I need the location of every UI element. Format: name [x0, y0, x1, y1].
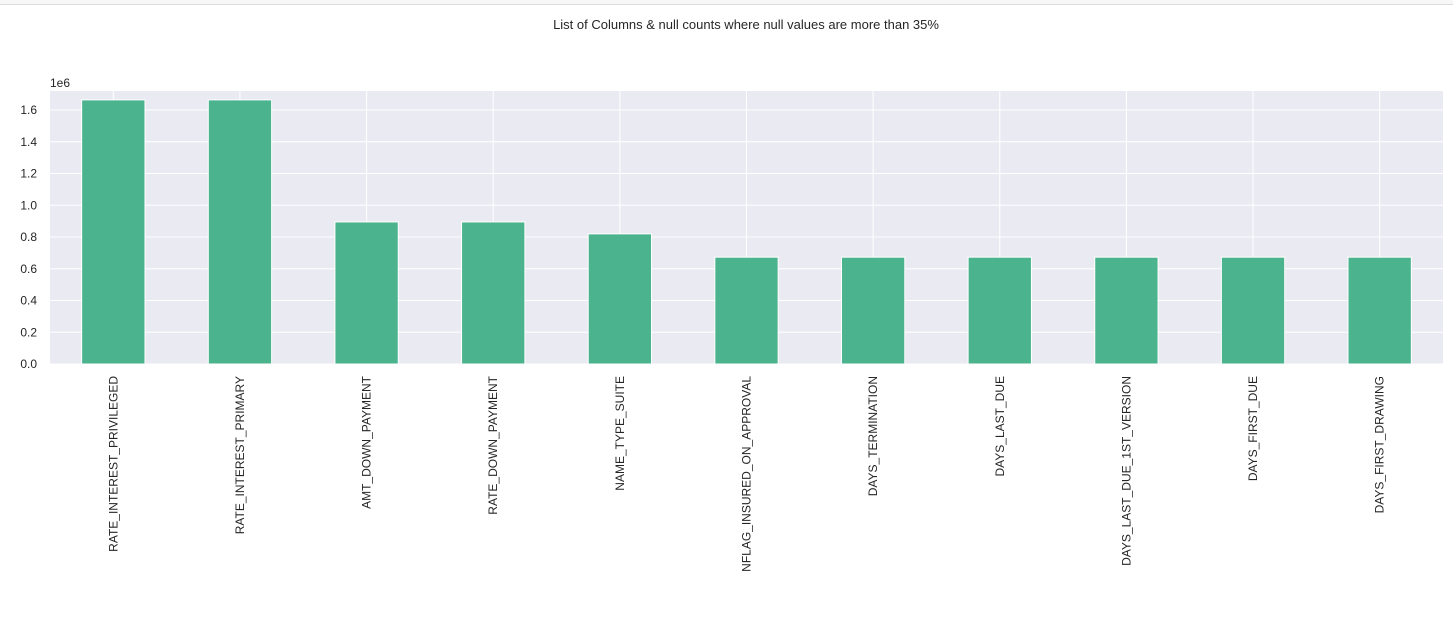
x-tick-label: RATE_DOWN_PAYMENT [486, 375, 500, 514]
bar [587, 233, 653, 365]
x-tick-label: RATE_INTEREST_PRIVILEGED [106, 376, 120, 552]
x-tick-label: DAYS_LAST_DUE [993, 376, 1007, 476]
x-tick-label: NFLAG_INSURED_ON_APPROVAL [740, 376, 754, 572]
bar [207, 99, 273, 365]
x-tick-label: NAME_TYPE_SUITE [613, 376, 627, 491]
y-tick-label: 0.8 [20, 230, 37, 244]
chart-title: List of Columns & null counts where null… [553, 17, 939, 32]
y-tick-label: 1.0 [20, 198, 37, 212]
x-tick-label: DAYS_TERMINATION [866, 376, 880, 496]
y-tick-label: 1.4 [20, 135, 37, 149]
y-tick-label: 0.4 [20, 294, 37, 308]
bar [714, 256, 779, 365]
bar [1347, 256, 1412, 365]
y-tick-label: 1.2 [20, 167, 37, 181]
y-tick-label: 0.2 [20, 325, 37, 339]
bar [967, 256, 1032, 365]
y-tick-label: 0.6 [20, 262, 37, 276]
x-tick-label: AMT_DOWN_PAYMENT [360, 375, 374, 509]
plot-area: 0.0 0.2 0.4 0.6 0.8 1.0 1.2 1.4 1.6 RATE_INTEREST… [20, 91, 1443, 572]
x-tick-label: RATE_INTEREST_PRIMARY [233, 376, 247, 534]
x-tick-label: DAYS_FIRST_DUE [1246, 376, 1260, 481]
cell-top-border [0, 0, 1453, 5]
x-tick-label: DAYS_FIRST_DRAWING [1373, 376, 1387, 513]
bar [1094, 256, 1159, 365]
y-tick-label: 1.6 [20, 103, 37, 117]
bar [334, 221, 399, 365]
y-tick-label: 0.0 [20, 357, 37, 371]
bar [461, 221, 526, 365]
y-axis-offset-label: 1e6 [50, 76, 70, 90]
x-tick-label: DAYS_LAST_DUE_1ST_VERSION [1119, 376, 1133, 566]
bar [840, 256, 906, 365]
bar [1220, 256, 1286, 365]
bar [81, 99, 146, 365]
